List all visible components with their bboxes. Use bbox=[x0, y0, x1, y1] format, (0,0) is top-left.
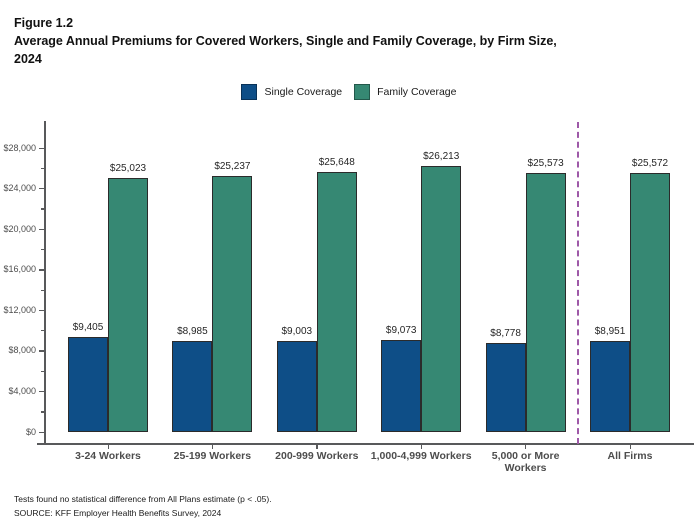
y-tick-label: $16,000 bbox=[3, 264, 36, 275]
y-minor-tick bbox=[41, 248, 44, 251]
y-tick-label: $28,000 bbox=[3, 142, 36, 153]
y-major-tick bbox=[39, 188, 44, 190]
footnote: Tests found no statistical difference fr… bbox=[14, 494, 272, 504]
figure-title-line2: 2024 bbox=[14, 52, 42, 66]
y-major-tick bbox=[39, 431, 44, 433]
y-tick-label: $20,000 bbox=[3, 223, 36, 234]
footer: Tests found no statistical difference fr… bbox=[14, 492, 684, 520]
title-block: Figure 1.2 Average Annual Premiums for C… bbox=[14, 14, 674, 68]
figure-title-line1: Average Annual Premiums for Covered Work… bbox=[14, 34, 557, 48]
legend-swatch-single-coverage-icon bbox=[241, 84, 258, 100]
y-minor-tick bbox=[41, 208, 44, 210]
legend-label-family-coverage: Family Coverage bbox=[377, 86, 457, 98]
x-category-label: 5,000 or More Workers bbox=[491, 450, 560, 474]
x-tick bbox=[629, 445, 631, 449]
bar-family-coverage-4 bbox=[525, 172, 566, 432]
legend-item-family-coverage: Family Coverage bbox=[354, 84, 457, 100]
bar-value-label: $25,648 bbox=[318, 156, 355, 168]
y-tick-label: $24,000 bbox=[3, 183, 36, 194]
bar-single-coverage-0 bbox=[68, 336, 108, 432]
y-minor-tick bbox=[41, 289, 44, 291]
bar-family-coverage-0 bbox=[108, 178, 148, 432]
y-minor-tick bbox=[41, 370, 44, 373]
bar-value-label: $9,405 bbox=[72, 321, 104, 333]
bar-value-label: $8,778 bbox=[490, 327, 521, 339]
x-tick bbox=[525, 445, 527, 449]
y-minor-tick bbox=[41, 167, 44, 170]
legend: Single Coverage Family Coverage bbox=[0, 84, 698, 100]
x-tick bbox=[211, 445, 214, 449]
y-tick-label: $12,000 bbox=[3, 304, 36, 315]
x-category-label: 3-24 Workers bbox=[75, 450, 141, 462]
bar-value-label: $25,237 bbox=[214, 161, 251, 173]
x-category-label: 1,000-4,999 Workers bbox=[370, 450, 472, 462]
legend-label-single-coverage: Single Coverage bbox=[264, 86, 343, 98]
bar-value-label: $25,573 bbox=[527, 157, 564, 169]
x-tick bbox=[420, 445, 423, 449]
y-tick-label: $8,000 bbox=[8, 345, 36, 356]
bar-family-coverage-3 bbox=[421, 166, 462, 432]
figure-label: Figure 1.2 bbox=[14, 16, 74, 30]
bar-single-coverage-4 bbox=[485, 342, 526, 432]
all-firms-separator-line bbox=[576, 122, 579, 444]
y-tick-label: $0 bbox=[25, 426, 36, 437]
bar-single-coverage-5 bbox=[590, 341, 630, 432]
y-major-tick bbox=[39, 147, 44, 149]
bar-family-coverage-2 bbox=[316, 171, 357, 432]
y-tick-label: $4,000 bbox=[8, 385, 36, 396]
bar-value-label: $8,951 bbox=[594, 326, 626, 338]
bar-single-coverage-1 bbox=[172, 340, 213, 432]
bar-single-coverage-2 bbox=[276, 340, 317, 432]
x-category-label: 25-199 Workers bbox=[173, 450, 252, 462]
legend-swatch-family-coverage-icon bbox=[354, 84, 371, 100]
y-major-tick bbox=[39, 228, 44, 231]
y-major-tick bbox=[39, 350, 44, 352]
bar-value-label: $26,213 bbox=[423, 151, 460, 163]
bar-value-label: $9,073 bbox=[385, 324, 417, 336]
y-axis-line bbox=[44, 121, 46, 444]
x-tick bbox=[107, 445, 109, 449]
bar-family-coverage-5 bbox=[630, 172, 670, 432]
x-tick bbox=[316, 445, 318, 449]
y-major-tick bbox=[39, 390, 44, 393]
bar-value-label: $25,023 bbox=[109, 163, 147, 175]
y-minor-tick bbox=[41, 330, 44, 332]
bar-value-label: $25,572 bbox=[631, 157, 669, 169]
legend-item-single-coverage: Single Coverage bbox=[241, 84, 342, 100]
x-category-label: All Firms bbox=[607, 450, 653, 462]
source-note: SOURCE: KFF Employer Health Benefits Sur… bbox=[14, 508, 222, 518]
y-major-tick bbox=[39, 309, 44, 312]
x-category-label: 200-999 Workers bbox=[275, 450, 359, 462]
bar-single-coverage-3 bbox=[381, 339, 422, 432]
y-major-tick bbox=[39, 269, 44, 271]
x-axis-line bbox=[37, 443, 694, 445]
bar-value-label: $8,985 bbox=[177, 325, 208, 337]
bar-value-label: $9,003 bbox=[281, 325, 313, 337]
y-minor-tick bbox=[41, 411, 44, 413]
bar-family-coverage-1 bbox=[212, 176, 253, 432]
